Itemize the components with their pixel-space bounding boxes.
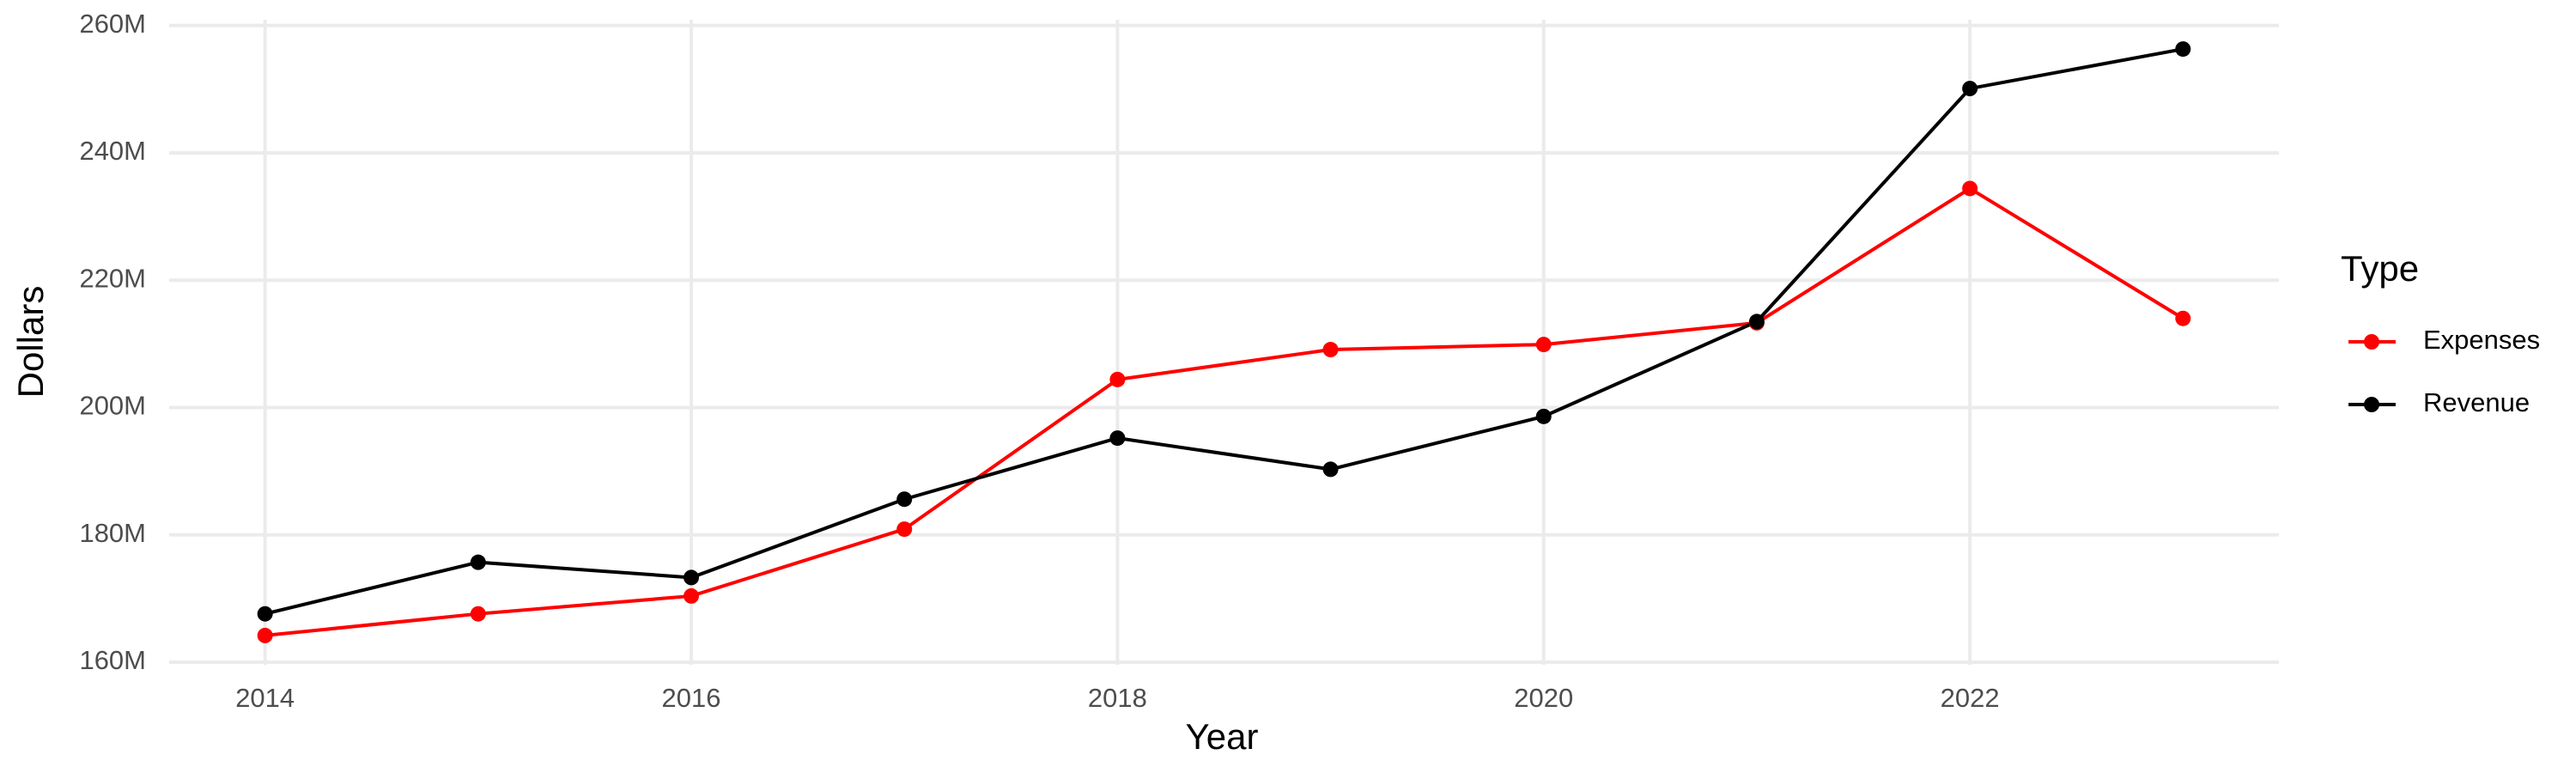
data-point [470, 606, 486, 622]
data-point [1535, 337, 1552, 353]
x-tick-label: 2020 [1514, 683, 1573, 713]
legend-label: Revenue [2423, 387, 2530, 417]
y-tick-label: 260M [79, 9, 146, 39]
x-tick-label: 2016 [662, 683, 721, 713]
y-tick-label: 240M [79, 136, 146, 166]
y-axis-title: Dollars [10, 286, 51, 399]
data-point [1109, 371, 1126, 387]
x-tick-label: 2014 [235, 683, 295, 713]
data-point [1322, 461, 1339, 478]
data-point [1748, 313, 1765, 330]
data-point [1109, 430, 1126, 447]
x-axis-title: Year [1186, 716, 1259, 757]
data-point [1322, 342, 1339, 358]
legend-label: Expenses [2423, 325, 2540, 355]
data-point [2175, 41, 2191, 58]
x-tick-label: 2018 [1088, 683, 1147, 713]
legend-title: Type [2341, 248, 2419, 289]
series-line [264, 186, 2184, 637]
data-point [2175, 310, 2191, 326]
data-point [896, 491, 913, 508]
data-point [1962, 81, 1978, 97]
series-line [264, 47, 2184, 616]
data-point [896, 521, 913, 538]
y-tick-label: 220M [79, 263, 146, 293]
data-point [1535, 408, 1552, 424]
y-tick-label: 200M [79, 391, 146, 421]
y-tick-label: 160M [79, 645, 146, 675]
legend-marker [2364, 334, 2379, 350]
legend-marker [2364, 397, 2379, 412]
y-tick-label: 180M [79, 518, 146, 548]
data-point [257, 606, 273, 622]
data-point [683, 569, 700, 586]
data-point [470, 554, 486, 570]
data-point [1962, 180, 1978, 197]
data-point [257, 627, 273, 643]
x-tick-label: 2022 [1941, 683, 2000, 713]
data-point [683, 587, 700, 604]
